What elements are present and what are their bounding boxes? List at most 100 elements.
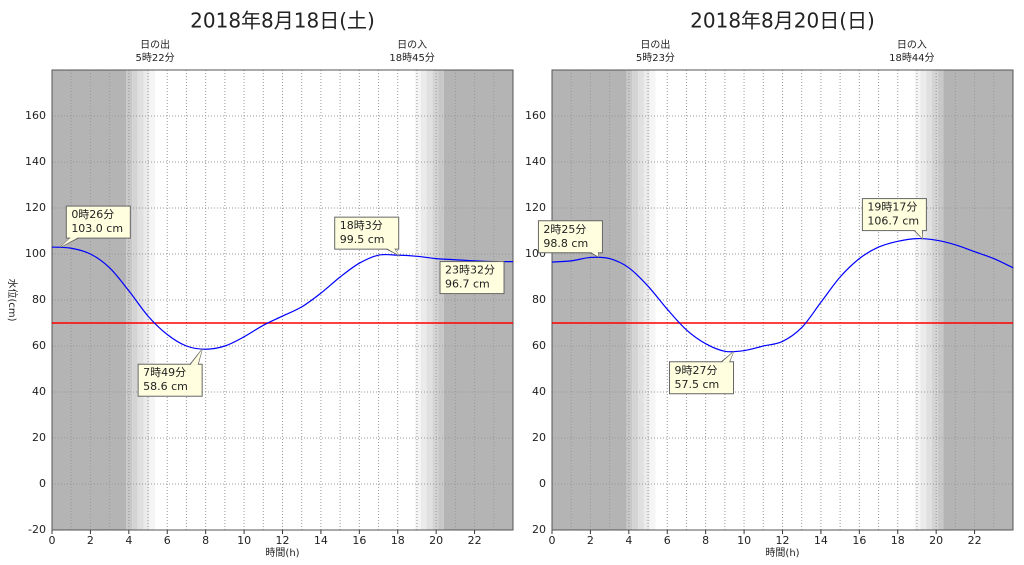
callout-box: [537, 220, 603, 254]
y-tick-label: 160: [25, 109, 46, 122]
x-tick-label: 18: [391, 534, 405, 547]
callout-time: 23時32分: [445, 264, 495, 277]
sunrise-time: 5時22分: [136, 52, 175, 64]
chart: 0 2 4 6 8 10 12 14 16 18 20 22-20020406080100120140…: [6, 9, 514, 559]
y-tick-label: 0: [39, 477, 46, 490]
callout-pointer-join: [914, 229, 923, 239]
y-tick-label: 120: [525, 201, 546, 214]
tide-line: [551, 237, 1014, 353]
y-tick-label: 60: [532, 339, 546, 352]
x-tick-label: 8: [202, 534, 209, 547]
night-shade: [432, 70, 439, 530]
x-tick-label: 16: [852, 534, 866, 547]
y-tick-label: 60: [32, 339, 46, 352]
sunrise-time: 5時23分: [636, 52, 675, 64]
sunset-time: 18時44分: [889, 52, 934, 64]
night-shade: [626, 70, 633, 530]
x-tick-label: 22: [968, 534, 982, 547]
night-shade: [632, 70, 639, 530]
night-shade: [143, 70, 150, 530]
callout-time: 18時3分: [340, 219, 383, 232]
callout-box: [669, 361, 735, 395]
x-tick-label: 20: [929, 534, 943, 547]
night-shade: [420, 70, 427, 530]
night-shade: [137, 70, 144, 530]
night-shade: [126, 70, 133, 530]
callout-level: 99.5 cm: [340, 233, 385, 246]
callout-time: 2時25分: [543, 223, 586, 236]
x-axis-label: 時間(h): [265, 547, 299, 559]
callout-pointer-join: [590, 252, 599, 257]
x-tick-label: 14: [314, 534, 328, 547]
callout-box: [334, 216, 400, 250]
night-shade: [638, 70, 644, 530]
night-shade: [914, 70, 921, 530]
night-shade: [132, 70, 138, 530]
chart: 0 2 4 6 8 10 12 14 16 18 20 22200204060801001201401…: [525, 9, 1014, 559]
callout-level: 57.5 cm: [675, 378, 720, 391]
sunset-label: 日の入: [897, 40, 927, 51]
y-tick-label: 20: [32, 431, 46, 444]
y-tick-label: 40: [532, 385, 546, 398]
night-shade: [649, 70, 656, 530]
callout-box: [439, 261, 505, 295]
x-tick-label: 4: [625, 534, 632, 547]
x-tick-label: 10: [737, 534, 751, 547]
callout-level: 58.6 cm: [143, 380, 188, 393]
x-tick-label: 14: [814, 534, 828, 547]
y-tick-label: -20: [28, 523, 46, 536]
callout-time: 19時17分: [867, 201, 917, 214]
x-tick-label: 12: [276, 534, 290, 547]
tide-line: [51, 246, 514, 350]
callout-pointer-join: [492, 261, 505, 263]
y-tick-label: 160: [525, 109, 546, 122]
callout-time: 9時27分: [675, 364, 718, 377]
x-tick-label: 12: [776, 534, 790, 547]
y-axis-label: 水位(cm): [6, 278, 19, 321]
y-tick-label: 20: [532, 431, 546, 444]
x-tick-label: 2: [587, 534, 594, 547]
callout-level: 96.7 cm: [445, 278, 490, 291]
x-tick-label: 0: [49, 534, 56, 547]
callout-time: 7時49分: [143, 366, 186, 379]
plot-frame: [551, 69, 1014, 531]
x-tick-label: 2: [87, 534, 94, 547]
night-shade: [149, 70, 156, 530]
chart-title: 2018年8月18日(土): [190, 9, 375, 33]
x-tick-label: 6: [664, 534, 671, 547]
x-tick-label: 10: [237, 534, 251, 547]
y-tick-label: 120: [25, 201, 46, 214]
sunset-label: 日の入: [397, 40, 427, 51]
y-tick-label: 100: [25, 247, 46, 260]
night-shade: [426, 70, 433, 530]
x-tick-label: 6: [164, 534, 171, 547]
y-tick-label: 0: [539, 477, 546, 490]
callout-level: 103.0 cm: [71, 222, 123, 235]
night-shade: [926, 70, 932, 530]
sunrise-label: 日の出: [640, 38, 670, 51]
night-shade: [937, 70, 944, 530]
y-tick-label: 80: [32, 293, 46, 306]
x-tick-label: 16: [352, 534, 366, 547]
night-shade: [438, 70, 444, 530]
plot-frame: [51, 69, 514, 531]
x-tick-label: 8: [702, 534, 709, 547]
x-tick-label: 0: [549, 534, 556, 547]
sunset-time: 18時45分: [389, 52, 434, 64]
night-shade: [920, 70, 927, 530]
y-tick-label: 20: [532, 523, 546, 536]
callout-box: [65, 205, 131, 239]
sunrise-label: 日の出: [140, 38, 170, 51]
callout-level: 98.8 cm: [543, 237, 588, 250]
x-tick-label: 4: [125, 534, 132, 547]
y-tick-label: 80: [532, 293, 546, 306]
y-tick-label: 40: [32, 385, 46, 398]
x-tick-label: 18: [891, 534, 905, 547]
night-shade: [415, 70, 421, 530]
callout-pointer-join: [387, 248, 399, 256]
x-tick-label: 20: [429, 534, 443, 547]
callout-box: [137, 363, 203, 397]
night-shade: [931, 70, 938, 530]
callout-pointer-join: [60, 237, 78, 248]
